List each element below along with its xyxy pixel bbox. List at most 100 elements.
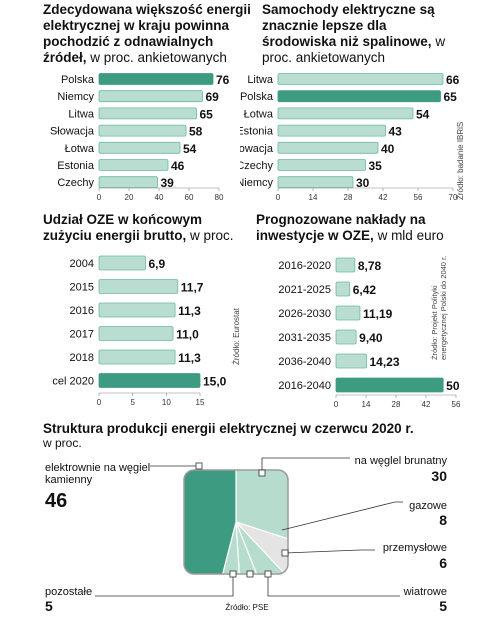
chart1-subtitle: w proc. ankietowanych [90, 50, 227, 65]
chart4-tick-label: 42 [422, 400, 431, 408]
pie-value-brunatny: 30 [431, 468, 447, 484]
chart1-bar [98, 159, 169, 171]
chart4-value-label: 8,78 [358, 259, 382, 273]
chart3-value-label: 15,0 [203, 375, 227, 389]
chart4-value-label: 50,02 [446, 379, 460, 393]
chart4-category-label: 2016-2040 [278, 380, 331, 392]
chart1-value-label: 46 [171, 159, 185, 173]
pie-label-kamienny: elektrownie na węgiel [45, 462, 150, 474]
chart4-category-label: 2026-2030 [278, 308, 331, 320]
leader-gazowe [281, 501, 403, 531]
chart4-bar [335, 257, 356, 273]
chart1-bar [98, 90, 203, 103]
pie-label-kamienny-2: kamienny [45, 474, 93, 486]
chart2-category-label: Niemcy [240, 177, 273, 189]
pie-slice [235, 521, 281, 574]
chart1-category-label: Niemcy [57, 91, 94, 103]
chart1-tick-label: 40 [155, 193, 164, 201]
chart2-bar [277, 107, 414, 120]
chart1-title: Zdecydowana większość energii elektryczn… [43, 2, 253, 66]
chart1-value-label: 39 [161, 176, 175, 190]
pie-label-brunatny: na węglel brunatny [355, 455, 448, 467]
chart3-bar [98, 255, 146, 271]
chart4-bar [335, 281, 351, 297]
chart2-title: Samochody elektryczne są znacznie lepsze… [262, 2, 452, 66]
chart4-bar [335, 305, 361, 321]
chart2-category-label: Czechy [240, 160, 273, 172]
pie-label-przemyslowe: przemysłowe [383, 542, 447, 554]
marker-brunatny [258, 469, 266, 477]
chart3-value-label: 6,9 [148, 257, 165, 271]
chart2-bar [277, 73, 444, 85]
chart4-tick-label: 14 [362, 400, 371, 408]
chart2-value-label: 43 [389, 125, 403, 139]
pie-slice [235, 521, 288, 574]
chart1-tick-label: 20 [125, 193, 134, 201]
chart2-category-label: Polska [240, 91, 274, 103]
pie-label-gazowe: gazowe [409, 500, 447, 512]
chart3-bar [98, 373, 201, 388]
chart3-tick-label: 15 [196, 398, 205, 407]
chart3-tick-label: 5 [130, 398, 135, 407]
chart2-value-label: 30 [356, 176, 370, 190]
chart1-tick-label: 80 [215, 193, 224, 201]
chart4-bar [335, 377, 444, 393]
chart2-bar [277, 176, 354, 189]
chart4-category-label: 2021-2025 [278, 284, 331, 296]
chart1-value-label: 54 [183, 142, 197, 156]
chart4-value-label: 11,19 [363, 307, 393, 321]
chart1-category-label: Słowacja [50, 126, 95, 138]
chart1-title-text: Zdecydowana większość energii elektryczn… [43, 2, 251, 65]
chart4-category-label: 2036-2040 [278, 356, 331, 368]
chart2-title-text: Samochody elektryczne są znacznie lepsze… [262, 2, 435, 49]
chart2-tick-label: 56 [414, 193, 423, 201]
chart3-title: Udział OZE w końcowym zużyciu energii br… [43, 212, 248, 244]
chart1-value-label: 69 [206, 90, 220, 104]
pie-value-gazowe: 8 [439, 512, 447, 528]
pie-value-kamienny: 46 [45, 490, 67, 512]
chart2-category-label: Estonia [240, 126, 274, 138]
chart2-value-label: 66 [446, 73, 460, 87]
marker-wiatrowe [264, 570, 272, 578]
chart3-category-label: 2004 [70, 258, 94, 270]
chart4-value-label: 14,23 [369, 355, 399, 369]
chart2-tick-label: 14 [309, 193, 318, 201]
pie-slice [184, 470, 237, 574]
chart4-tick-label: 56 [452, 400, 460, 408]
chart3-tick-label: 10 [162, 398, 171, 407]
chart1-value-label: 76 [216, 73, 230, 87]
chart3-category-label: cel 2020 [52, 376, 94, 388]
chart1-value-label: 58 [189, 125, 203, 139]
chart1-svg: Polska 76 Niemcy 69 Litwa 65 Słowacja 58 Łotwa 54… [50, 73, 230, 201]
chart4-tick-label: 0 [334, 400, 339, 408]
leader-wiatrowe [267, 574, 400, 597]
chart3-title-text: Udział OZE w końcowym zużyciu energii br… [43, 212, 203, 243]
chart1-tick-label: 60 [185, 193, 194, 201]
chart2-bar [277, 159, 366, 171]
chart4-value-label: 6,42 [353, 283, 377, 297]
chart1-category-label: Polska [61, 74, 95, 86]
chart3-tick-label: 0 [97, 398, 102, 407]
chart4-source: Źródło: Projekt Polityki energetycznej P… [430, 255, 448, 360]
leader-przemyslowe [284, 549, 375, 554]
chart2-tick-label: 70 [449, 193, 458, 201]
pie-slice [235, 521, 288, 574]
chart2-svg: Litwa 66 Polska 65 Łotwa 54 Estonia 43 Słowacja 4… [240, 73, 460, 201]
leader-brunatny [261, 457, 350, 472]
chart2-subtitle: w proc. ankietowanych [262, 34, 446, 65]
chart2-value-label: 35 [369, 159, 383, 173]
pie-label-pozostale: pozostałe [45, 586, 92, 598]
chart3-bar [98, 302, 176, 318]
chart3-subtitle: w proc. [190, 228, 234, 243]
chart3-category-label: 2017 [70, 329, 94, 341]
pie-slice [235, 470, 288, 560]
chart1-category-label: Litwa [68, 108, 95, 120]
chart4-bar [335, 329, 357, 345]
chart1-category-label: Łotwa [65, 143, 95, 155]
chart2-category-label: Łotwa [244, 108, 274, 120]
chart3-category-label: 2018 [70, 352, 94, 364]
chart2-value-label: 65 [444, 90, 458, 104]
chart2-category-label: Litwa [247, 74, 274, 86]
marker-przemyslowe [281, 549, 289, 557]
chart4-category-label: 2016-2020 [278, 260, 331, 272]
